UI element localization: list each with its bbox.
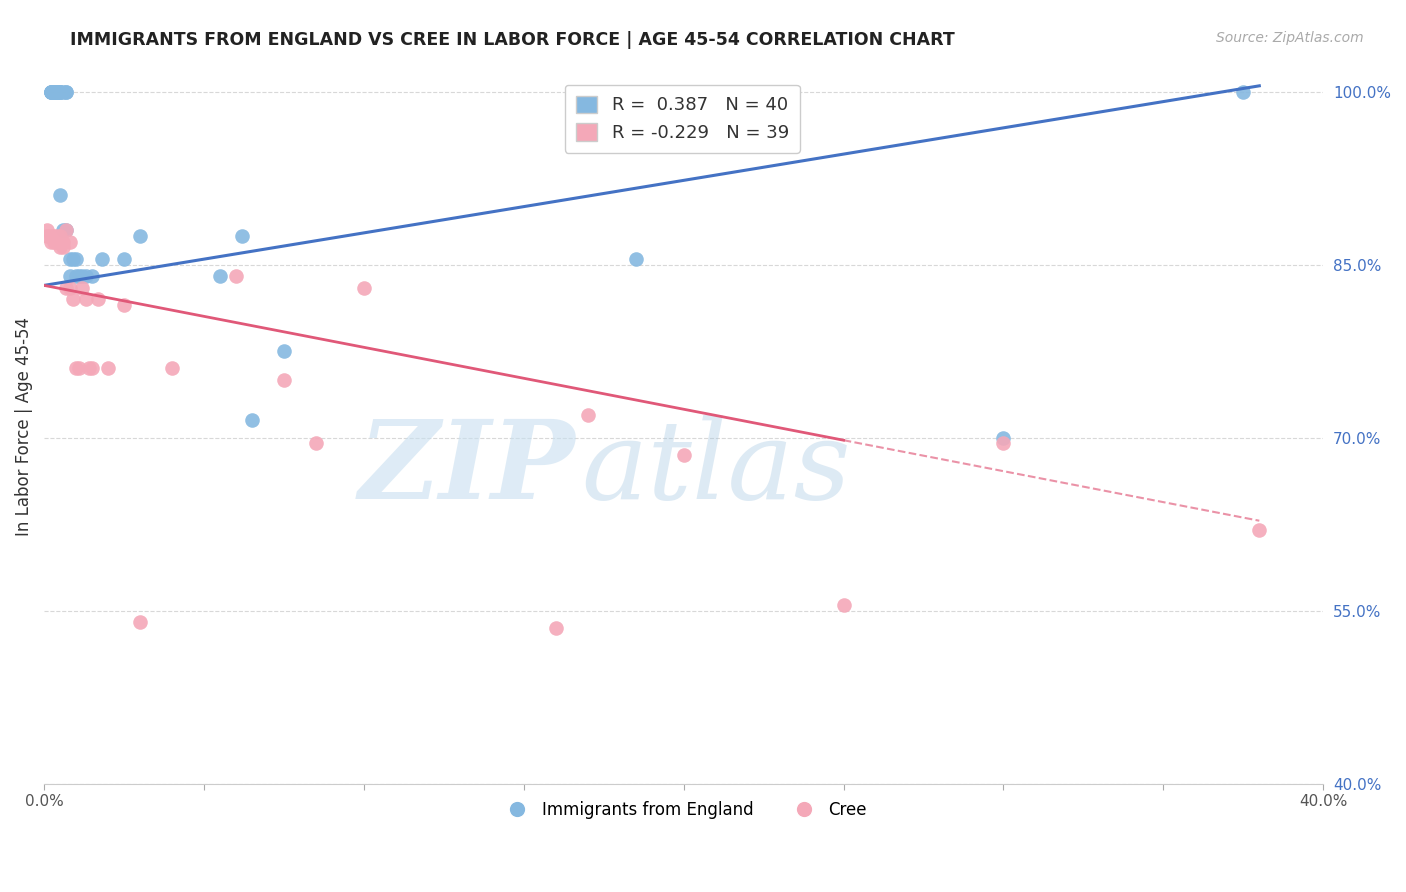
Point: [45, 85, 67, 99]
Point: [576, 408, 599, 422]
Point: [42, 85, 65, 99]
Point: [55, 85, 77, 99]
Point: [273, 344, 295, 359]
Point: [49, 188, 72, 202]
Point: [39, 85, 62, 99]
Point: [160, 361, 183, 376]
Point: [55, 85, 77, 99]
Point: [45, 85, 67, 99]
Point: [67, 361, 90, 376]
Point: [49, 228, 72, 243]
Point: [45, 235, 67, 249]
Point: [52, 235, 75, 249]
Point: [49, 240, 72, 254]
Point: [62, 252, 84, 266]
Point: [59, 269, 82, 284]
Point: [273, 373, 295, 387]
Point: [112, 252, 135, 266]
Point: [39, 85, 62, 99]
Point: [112, 298, 135, 312]
Point: [353, 281, 375, 295]
Point: [49, 85, 72, 99]
Point: [1232, 85, 1254, 99]
Point: [72, 281, 94, 295]
Point: [59, 281, 82, 295]
Point: [624, 252, 647, 266]
Point: [42, 235, 65, 249]
Point: [240, 413, 263, 427]
Point: [75, 292, 97, 306]
Point: [59, 235, 82, 249]
Point: [39, 85, 62, 99]
Point: [55, 281, 77, 295]
Point: [305, 436, 328, 450]
Point: [993, 431, 1015, 445]
Y-axis label: In Labor Force | Age 45-54: In Labor Force | Age 45-54: [15, 317, 32, 535]
Point: [52, 240, 75, 254]
Point: [42, 85, 65, 99]
Point: [87, 292, 110, 306]
Point: [42, 85, 65, 99]
Point: [55, 223, 77, 237]
Text: atlas: atlas: [581, 416, 851, 523]
Point: [52, 223, 75, 237]
Point: [72, 269, 94, 284]
Point: [129, 615, 152, 630]
Point: [59, 252, 82, 266]
Point: [49, 85, 72, 99]
Point: [225, 269, 247, 284]
Point: [65, 252, 87, 266]
Point: [65, 361, 87, 376]
Point: [45, 228, 67, 243]
Point: [39, 85, 62, 99]
Point: [39, 235, 62, 249]
Point: [45, 85, 67, 99]
Legend: Immigrants from England, Cree: Immigrants from England, Cree: [494, 794, 873, 825]
Point: [231, 228, 253, 243]
Point: [45, 85, 67, 99]
Point: [49, 235, 72, 249]
Point: [42, 85, 65, 99]
Text: IMMIGRANTS FROM ENGLAND VS CREE IN LABOR FORCE | AGE 45-54 CORRELATION CHART: IMMIGRANTS FROM ENGLAND VS CREE IN LABOR…: [70, 31, 955, 49]
Point: [67, 269, 90, 284]
Point: [65, 269, 87, 284]
Point: [80, 361, 103, 376]
Point: [37, 223, 59, 237]
Text: Source: ZipAtlas.com: Source: ZipAtlas.com: [1216, 31, 1364, 45]
Point: [49, 85, 72, 99]
Text: ZIP: ZIP: [359, 416, 575, 523]
Point: [77, 361, 100, 376]
Point: [208, 269, 231, 284]
Point: [42, 228, 65, 243]
Point: [90, 252, 112, 266]
Point: [1249, 523, 1271, 537]
Point: [62, 292, 84, 306]
Point: [52, 85, 75, 99]
Point: [55, 223, 77, 237]
Point: [75, 269, 97, 284]
Point: [993, 436, 1015, 450]
Point: [37, 228, 59, 243]
Point: [80, 269, 103, 284]
Point: [832, 598, 855, 612]
Point: [544, 621, 567, 635]
Point: [672, 448, 695, 462]
Point: [39, 228, 62, 243]
Point: [129, 228, 152, 243]
Point: [97, 361, 120, 376]
